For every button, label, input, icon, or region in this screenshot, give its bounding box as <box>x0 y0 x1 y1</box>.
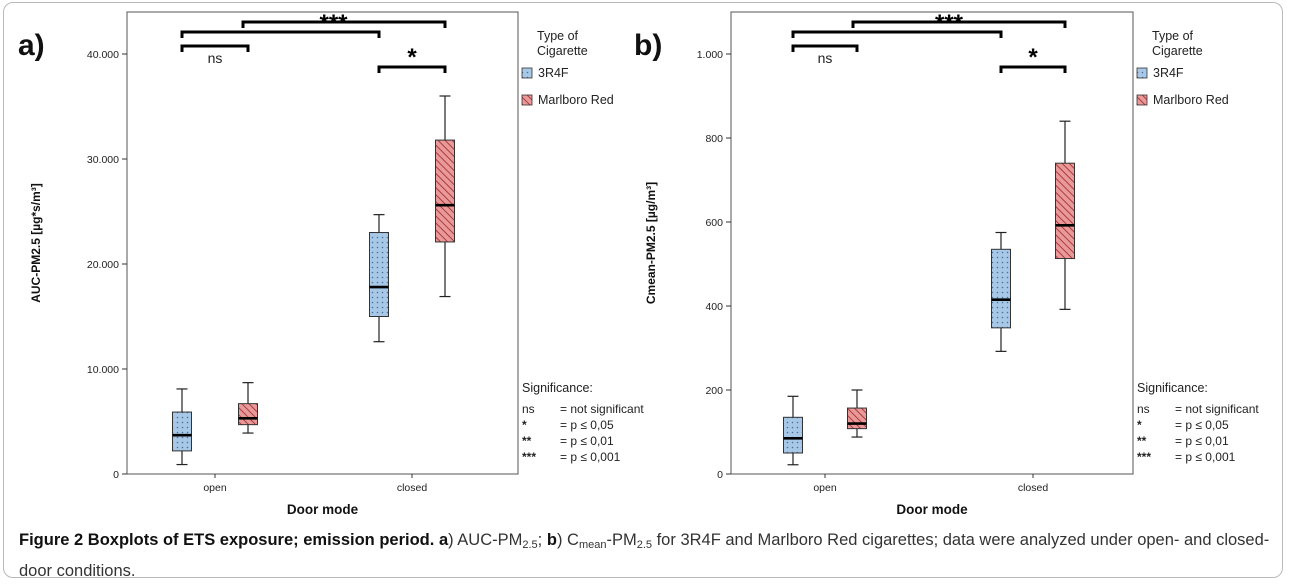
significance-key-symbol: * <box>522 418 527 432</box>
significance-key-desc: = p ≤ 0,01 <box>1175 434 1229 448</box>
box-3r4f-closed <box>369 232 389 317</box>
y-tick-label: 400 <box>705 301 723 313</box>
caption-b-sub2: 2.5 <box>636 539 653 551</box>
y-tick-label: 0 <box>113 469 119 481</box>
plot-area <box>126 11 519 475</box>
bracket-ns <box>180 44 250 52</box>
significance-key-title: Significance: <box>1137 381 1208 395</box>
x-tick-label: open <box>203 482 227 494</box>
legend-entry: 3R4F <box>538 66 569 80</box>
caption-b-text2: -PM <box>606 531 637 549</box>
legend-swatch <box>521 94 533 106</box>
caption-a-text: ) AUC-PM <box>448 531 523 549</box>
bracket-ns <box>791 44 859 52</box>
y-tick-label: 10.000 <box>87 364 119 376</box>
significance-label-star: * <box>1028 44 1038 71</box>
y-tick-label: 600 <box>705 217 723 229</box>
significance-key-desc: = p ≤ 0,05 <box>1175 418 1229 432</box>
caption-rest: for 3R4F and Marlboro Red cigarettes; da… <box>19 531 1270 580</box>
box-3r4f-closed <box>991 248 1011 329</box>
legend-entry: Marlboro Red <box>1153 93 1229 107</box>
x-tick-label: closed <box>397 482 428 494</box>
y-tick-label: 30.000 <box>87 154 119 166</box>
box-3r4f-open <box>172 411 192 452</box>
legend-swatch <box>1136 94 1148 106</box>
significance-key-desc: = p ≤ 0,001 <box>1175 450 1236 464</box>
y-tick-label: 800 <box>705 133 723 145</box>
x-axis-label: Door mode <box>287 502 359 517</box>
x-axis-label: Door mode <box>896 502 968 517</box>
chart-panel-a: a) 0 10.000 20.000 30.000 40.000 AUC-PM2.5 [µg… <box>18 10 644 517</box>
chart-panel-b: b) 0 200 400 600 800 1.000 Cmean-PM2.5 [µg/m³] o… <box>634 10 1259 517</box>
x-tick-label: closed <box>1018 482 1049 494</box>
legend-entry: 3R4F <box>1153 66 1184 80</box>
bracket-open <box>791 30 1003 38</box>
caption-sep: ; <box>537 531 547 549</box>
box-marlboro-red-closed <box>1055 162 1075 260</box>
significance-label-ns: ns <box>208 50 223 66</box>
significance-label-main: *** <box>319 10 348 37</box>
legend-title: Type of <box>537 29 579 43</box>
bracket-open <box>180 30 381 38</box>
y-axis-label: AUC-PM2.5 [µg*s/m³] <box>29 183 43 303</box>
box-marlboro-red-open <box>238 403 258 426</box>
x-tick-label: open <box>813 482 837 494</box>
legend-swatch <box>1136 67 1148 79</box>
panel-label: a) <box>18 29 45 62</box>
plot-area <box>730 11 1134 475</box>
bracket-closed <box>851 20 1067 28</box>
bracket-closed <box>241 20 447 28</box>
caption-label: Figure 2 <box>19 531 84 549</box>
significance-key-symbol: ** <box>522 434 532 448</box>
significance-key-symbol: ns <box>1137 402 1150 416</box>
legend-title: Cigarette <box>537 44 588 58</box>
figure-frame <box>3 2 1283 578</box>
y-tick-label: 40.000 <box>87 49 119 61</box>
box-marlboro-red-closed <box>435 139 455 243</box>
significance-key-desc: = p ≤ 0,001 <box>560 450 621 464</box>
significance-key-symbol: *** <box>522 450 536 464</box>
box-marlboro-red-open <box>847 407 867 430</box>
legend-title: Type of <box>1152 29 1194 43</box>
caption-a-sub: 2.5 <box>522 539 538 551</box>
box-3r4f-open <box>783 416 803 454</box>
caption-b-sub1: mean <box>578 539 607 551</box>
significance-key-desc: = p ≤ 0,01 <box>560 434 614 448</box>
y-tick-label: 20.000 <box>87 259 119 271</box>
significance-label-main: *** <box>935 10 964 37</box>
caption-a-letter: a <box>438 531 449 549</box>
y-tick-label: 1.000 <box>697 49 723 61</box>
significance-key-symbol: ns <box>522 402 535 416</box>
legend-swatch <box>521 67 533 79</box>
figure-caption: Figure 2 Boxplots of ETS exposure; emiss… <box>19 527 1274 584</box>
significance-key-symbol: *** <box>1137 450 1151 464</box>
significance-key-symbol: * <box>1137 418 1142 432</box>
significance-label-star: * <box>407 44 417 71</box>
significance-key-title: Significance: <box>522 381 593 395</box>
y-axis-label: Cmean-PM2.5 [µg/m³] <box>644 182 658 304</box>
caption-b-text1: ) C <box>556 531 579 549</box>
significance-key-desc: = not significant <box>560 402 644 416</box>
significance-key-desc: = p ≤ 0,05 <box>560 418 614 432</box>
caption-title: Boxplots of ETS exposure; emission perio… <box>87 531 435 549</box>
significance-key-symbol: ** <box>1137 434 1147 448</box>
y-tick-label: 200 <box>705 385 723 397</box>
bracket-star <box>377 65 447 73</box>
caption-b-letter: b <box>546 531 557 549</box>
significance-label-ns: ns <box>818 50 833 66</box>
y-tick-label: 0 <box>717 469 723 481</box>
panel-label: b) <box>634 29 662 62</box>
legend-entry: Marlboro Red <box>538 93 614 107</box>
significance-key-desc: = not significant <box>1175 402 1259 416</box>
legend-title: Cigarette <box>1152 44 1203 58</box>
bracket-star <box>999 65 1067 73</box>
